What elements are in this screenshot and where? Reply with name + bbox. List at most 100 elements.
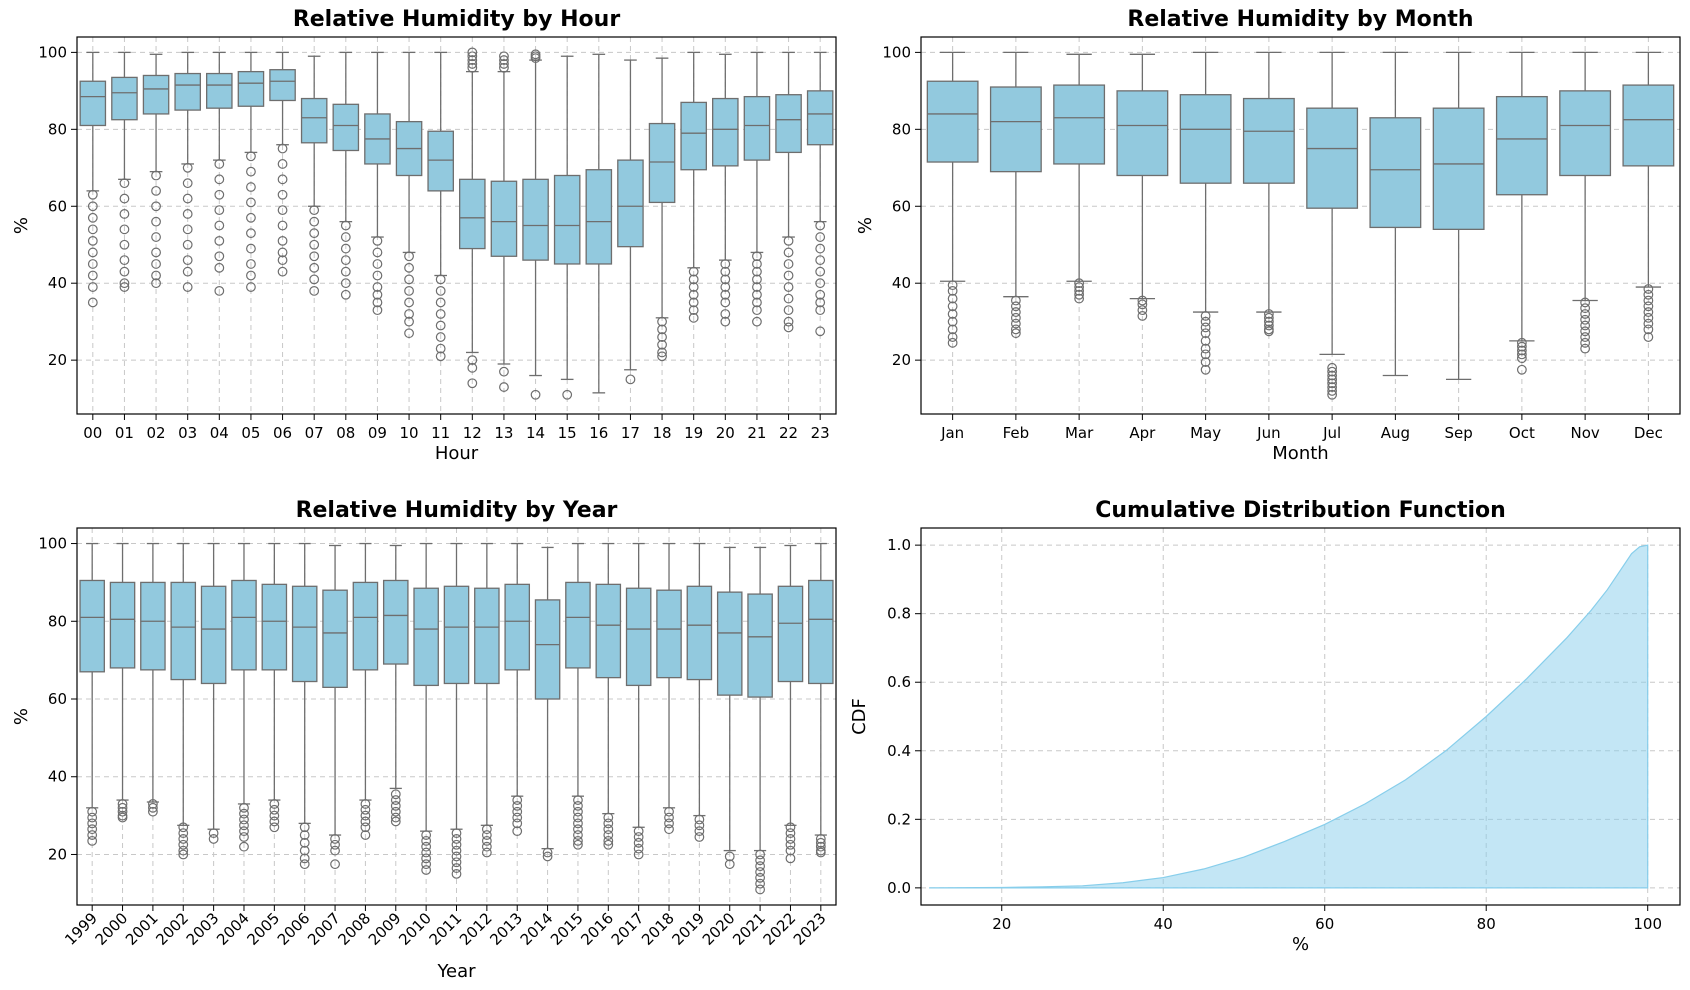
outlier-point [151, 185, 161, 196]
y-tick-label: 40 [48, 768, 67, 786]
outlier-point [435, 274, 446, 285]
outlier-point [421, 859, 432, 870]
iqr-box [79, 579, 105, 673]
box-2012 [474, 542, 500, 858]
box-19 [680, 51, 707, 323]
iqr-box [504, 583, 531, 671]
outlier-point [752, 297, 762, 308]
outlier-point [451, 839, 462, 850]
iqr-box [1179, 94, 1232, 184]
outlier-point [1516, 337, 1527, 348]
y-tick-label: 100 [882, 43, 911, 61]
outlier-point [360, 799, 371, 809]
box-2013 [504, 542, 531, 837]
outlier-point [182, 224, 193, 235]
outlier-point [1643, 295, 1654, 306]
x-tick-label: 18 [653, 424, 672, 442]
y-tick-label: 20 [48, 351, 67, 369]
y-tick-label: 1.0 [887, 536, 911, 554]
box-2014 [534, 546, 561, 862]
x-tick-label: 2015 [547, 909, 587, 949]
outlier-point [239, 814, 249, 825]
box-Dec [1622, 51, 1675, 342]
box-1999 [79, 542, 105, 846]
outlier-point [512, 800, 523, 811]
outlier-point [542, 847, 553, 858]
x-tick-label: 23 [811, 424, 830, 442]
outlier-point [372, 282, 383, 292]
outlier-point [947, 316, 958, 327]
outlier-point [785, 839, 796, 850]
x-axis-label: Year [436, 961, 476, 982]
outlier-point [151, 170, 161, 181]
box-23 [806, 51, 834, 337]
x-tick-label: 01 [115, 424, 134, 442]
outlier-point [688, 274, 699, 285]
outlier-point [499, 382, 509, 392]
iqr-box [808, 579, 834, 685]
outlier-point [1074, 278, 1085, 289]
outlier-point [688, 289, 699, 300]
outlier-point [340, 278, 351, 289]
outlier-point [1327, 366, 1338, 377]
outlier-point [277, 189, 288, 200]
outlier-point [1327, 362, 1338, 373]
outlier-point [752, 259, 762, 269]
outlier-point [947, 309, 958, 319]
x-tick-label: 03 [178, 424, 197, 442]
outlier-point [117, 806, 128, 817]
outlier-point [783, 282, 794, 292]
outlier-point [633, 843, 644, 854]
outlier-point [688, 297, 699, 308]
outlier-point [1010, 307, 1021, 317]
iqr-box [382, 579, 409, 665]
outlier-point [1516, 353, 1527, 364]
outlier-point [277, 159, 288, 169]
outlier-point [404, 297, 414, 308]
x-tick-label: 12 [463, 424, 482, 442]
plot-frame [76, 527, 837, 906]
outlier-point [277, 255, 288, 266]
y-tick-label: 20 [892, 351, 911, 369]
y-tick-label: 0.0 [887, 879, 911, 897]
box-11 [427, 51, 454, 362]
outlier-point [720, 297, 731, 308]
outlier-point [239, 832, 249, 842]
x-tick-label: Apr [1129, 424, 1156, 442]
iqr-box [206, 72, 233, 109]
x-tick-label: Feb [1003, 424, 1030, 442]
iqr-box [1116, 90, 1169, 177]
x-tick-label: 2008 [335, 909, 375, 949]
iqr-box [322, 589, 348, 689]
iqr-box [1432, 107, 1485, 230]
outlier-point [1074, 289, 1085, 300]
outlier-point [299, 830, 310, 840]
outlier-point [467, 355, 478, 366]
outlier-point [657, 332, 667, 342]
outlier-point [512, 818, 523, 829]
y-tick-label: 100 [38, 535, 67, 553]
box-02 [142, 53, 170, 289]
iqr-box [170, 581, 197, 681]
outlier-point [499, 62, 509, 73]
outlier-point [360, 804, 371, 815]
box-Aug [1369, 51, 1422, 377]
box-12 [459, 47, 486, 389]
outlier-point [246, 182, 256, 192]
iqr-box [565, 581, 591, 669]
iqr-box [775, 94, 802, 154]
outlier-point [815, 278, 826, 289]
outlier-point [720, 259, 731, 269]
outlier-point [815, 243, 826, 254]
iqr-box [595, 583, 622, 679]
outlier-point [277, 247, 288, 258]
box-2020 [716, 546, 743, 870]
outlier-point [633, 826, 644, 837]
outlier-point [330, 839, 340, 850]
outlier-point [657, 351, 667, 362]
outlier-point [499, 366, 509, 377]
outlier-point [1200, 322, 1211, 333]
outlier-point [435, 332, 446, 342]
outlier-point [573, 795, 583, 805]
x-tick-label: 2004 [213, 909, 253, 949]
